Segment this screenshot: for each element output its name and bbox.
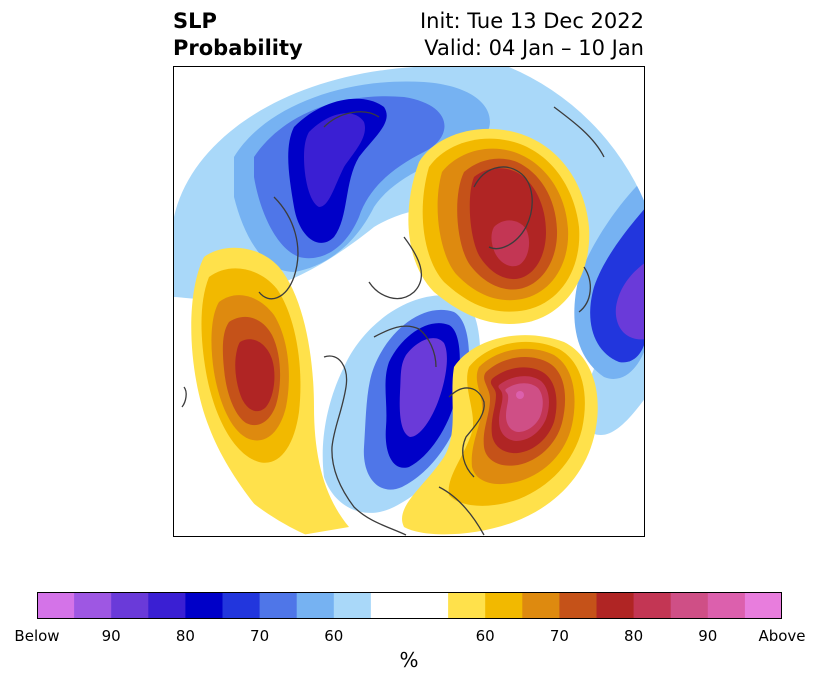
title-variable: SLP <box>173 9 217 33</box>
colorbar-segment <box>670 592 709 619</box>
title-subtitle: Probability <box>173 36 303 60</box>
colorbar-tick-label: 90 <box>698 627 718 645</box>
colorbar-unit: % <box>399 648 419 672</box>
colorbar-tick-label: Above <box>758 627 806 645</box>
colorbar <box>37 592 782 619</box>
below-region-nw-85 <box>304 113 365 207</box>
colorbar-segment <box>448 592 486 619</box>
colorbar-segment <box>370 592 449 619</box>
title-left: SLP Probability <box>173 8 303 62</box>
polar-map <box>174 67 644 536</box>
colorbar-tick-label: 80 <box>624 627 644 645</box>
colorbar-segment <box>222 592 261 619</box>
colorbar-segment <box>259 592 298 619</box>
colorbar-segment <box>148 592 186 619</box>
init-date: Init: Tue 13 Dec 2022 <box>419 9 644 33</box>
above-region-atl-95 <box>516 391 524 399</box>
valid-range: Valid: 04 Jan – 10 Jan <box>424 36 644 60</box>
colorbar-segment <box>559 592 598 619</box>
colorbar-segment <box>74 592 112 619</box>
colorbar-tick-label: 60 <box>324 627 344 645</box>
colorbar-tick-label: 70 <box>549 627 569 645</box>
above-region-pac-80 <box>235 339 275 412</box>
colorbar-segment <box>707 592 746 619</box>
above-region-atl-90 <box>505 383 543 432</box>
colorbar-segment <box>296 592 335 619</box>
map-disk <box>174 67 644 536</box>
colorbar-tick-label: 80 <box>175 627 195 645</box>
colorbar-segment <box>111 592 149 619</box>
title-right: Init: Tue 13 Dec 2022 Valid: 04 Jan – 10… <box>420 8 644 62</box>
colorbar-tick-label: 70 <box>250 627 270 645</box>
colorbar-segment <box>485 592 523 619</box>
colorbar-segment <box>37 592 75 619</box>
map-panel <box>173 66 645 537</box>
colorbar-border <box>37 592 782 619</box>
colorbar-tick-label: 90 <box>101 627 121 645</box>
below-region-east-90 <box>615 262 644 340</box>
coastlines <box>181 106 605 536</box>
colorbar-segment <box>522 592 560 619</box>
colorbar-tick-label: 60 <box>475 627 495 645</box>
colorbar-segment <box>596 592 635 619</box>
colorbar-segment <box>744 592 782 619</box>
below-region-na-90 <box>399 338 447 437</box>
colorbar-segment <box>633 592 672 619</box>
colorbar-segment <box>185 592 224 619</box>
colorbar-tick-label: Below <box>14 627 60 645</box>
colorbar-segment <box>333 592 372 619</box>
